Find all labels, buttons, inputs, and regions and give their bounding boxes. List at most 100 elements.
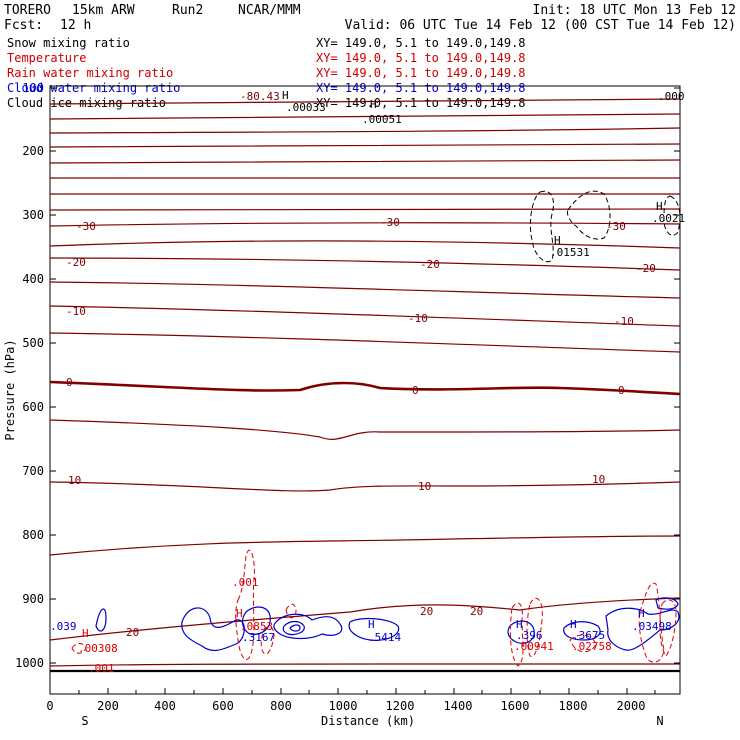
high-marker: H bbox=[82, 627, 89, 640]
temperature-contours bbox=[49, 98, 681, 667]
ice-contour bbox=[567, 190, 611, 240]
rain-contour bbox=[235, 549, 255, 660]
header-model: TORERO bbox=[4, 3, 51, 18]
high-marker: H bbox=[282, 89, 289, 102]
header-valid: Valid: 06 UTC Tue 14 Feb 12 (00 CST Tue … bbox=[345, 18, 736, 33]
ice-value: .01531 bbox=[550, 246, 590, 259]
legend-label-temperature: Temperature bbox=[7, 51, 86, 65]
isotherm-line-zero bbox=[49, 380, 681, 396]
cloud-contour bbox=[348, 617, 400, 641]
end-label-south: S bbox=[81, 714, 88, 728]
temp-label: -20 bbox=[66, 256, 86, 269]
snow-value: .00033 bbox=[286, 101, 326, 114]
temp-label: -80.43 bbox=[240, 90, 280, 103]
ice-contour bbox=[663, 195, 681, 236]
temp-label: -30 bbox=[76, 220, 96, 233]
isotherm-line bbox=[49, 332, 681, 353]
high-marker: H bbox=[638, 607, 645, 620]
y-tick-label: 600 bbox=[22, 400, 44, 414]
isotherm-line bbox=[49, 177, 681, 179]
high-marker: H bbox=[370, 98, 377, 111]
y-tick-label: 1000 bbox=[15, 656, 44, 670]
temp-label: 0 bbox=[412, 384, 419, 397]
temp-label: 20 bbox=[126, 626, 139, 639]
cloud-value: .3675 bbox=[572, 629, 605, 642]
x-tick-label: 1800 bbox=[559, 699, 588, 713]
y-tick-label: 300 bbox=[22, 208, 44, 222]
legend-xy-snow: XY= 149.0, 5.1 to 149.0,149.8 bbox=[316, 36, 526, 50]
high-marker: H bbox=[516, 618, 523, 631]
legend-label-ice: Cloud ice mixing ratio bbox=[7, 96, 166, 110]
high-markers: H H H H H H H H H H bbox=[82, 89, 663, 640]
cloud-value: .039 bbox=[50, 620, 77, 633]
snow-value: .000 bbox=[658, 90, 685, 103]
temp-label: -20 bbox=[420, 258, 440, 271]
ice-value: .0021 bbox=[652, 212, 685, 225]
isotherm-line bbox=[49, 98, 681, 105]
x-tick-label: 1200 bbox=[386, 699, 415, 713]
cloud-contour bbox=[507, 620, 535, 644]
cloud-contour bbox=[655, 597, 679, 610]
y-tick-label: 900 bbox=[22, 592, 44, 606]
high-marker: H bbox=[236, 607, 243, 620]
cloud-water-contours bbox=[95, 597, 680, 652]
cloud-contour bbox=[241, 606, 271, 635]
rain-value: .00941 bbox=[514, 640, 554, 653]
isotherm-line bbox=[49, 143, 681, 148]
x-axis-title: Distance (km) bbox=[321, 714, 415, 728]
legend-label-snow: Snow mixing ratio bbox=[7, 36, 130, 50]
high-marker: H bbox=[570, 618, 577, 631]
isotherm-line bbox=[49, 535, 681, 556]
cloud-contour bbox=[605, 607, 680, 651]
rain-contour bbox=[526, 598, 543, 657]
temp-label: -20 bbox=[636, 262, 656, 275]
rain-contour bbox=[569, 634, 597, 653]
x-tick-label: 1000 bbox=[329, 699, 358, 713]
isotherm-line bbox=[49, 281, 681, 299]
cloud-contour bbox=[95, 608, 107, 632]
x-ticks bbox=[49, 688, 656, 694]
temp-label: 0 bbox=[618, 384, 625, 397]
cloud-contour bbox=[181, 607, 245, 652]
y-ticks bbox=[50, 87, 680, 664]
rain-contour bbox=[509, 602, 524, 667]
rain-contours bbox=[71, 549, 677, 667]
rain-contour bbox=[71, 643, 87, 654]
legend-xy-rain: XY= 149.0, 5.1 to 149.0,149.8 bbox=[316, 66, 526, 80]
isotherm-line bbox=[49, 305, 681, 327]
cloud-value: .5414 bbox=[368, 631, 401, 644]
rain-value: .00308 bbox=[78, 642, 118, 655]
x-tick-label: 1400 bbox=[444, 699, 473, 713]
rain-value: .0853 bbox=[240, 620, 273, 633]
temp-label: 20 bbox=[470, 605, 483, 618]
cloud-contour bbox=[289, 624, 301, 632]
header: TORERO 15km ARW Run2 NCAR/MMM Init: 18 U… bbox=[4, 3, 736, 33]
header-resolution: 15km ARW bbox=[72, 3, 135, 18]
legend-label-rain: Rain water mixing ratio bbox=[7, 66, 173, 80]
cloud-contour bbox=[282, 620, 305, 636]
y-tick-label: 400 bbox=[22, 272, 44, 286]
x-tick-label: 0 bbox=[46, 699, 53, 713]
x-tick-label: 400 bbox=[154, 699, 176, 713]
snow-value: .00051 bbox=[362, 113, 402, 126]
legend-xy-ice: XY= 149.0, 5.1 to 149.0,149.8 bbox=[316, 96, 526, 110]
annotations: .00033 .00051 .000 .01531 .0021 .001 .00… bbox=[50, 90, 685, 675]
y-tick-label: 200 bbox=[22, 144, 44, 158]
temp-label: 10 bbox=[418, 480, 431, 493]
ice-contour bbox=[529, 190, 554, 263]
isotherm-line bbox=[49, 481, 681, 492]
y-tick-label-top: 100 bbox=[22, 81, 44, 95]
isotherm-line bbox=[49, 419, 681, 440]
temp-label: -10 bbox=[66, 305, 86, 318]
rain-contour bbox=[285, 603, 297, 619]
plot-frame bbox=[49, 85, 681, 695]
header-org: NCAR/MMM bbox=[238, 3, 301, 18]
legend-xy-temperature: XY= 149.0, 5.1 to 149.0,149.8 bbox=[316, 51, 526, 65]
legend-xy-cloud: XY= 149.0, 5.1 to 149.0,149.8 bbox=[316, 81, 526, 95]
rain-contour bbox=[659, 599, 677, 657]
temp-label: 0 bbox=[66, 376, 73, 389]
isotherm-line bbox=[49, 159, 681, 164]
high-marker: H bbox=[554, 234, 561, 247]
temp-label: 10 bbox=[592, 473, 605, 486]
